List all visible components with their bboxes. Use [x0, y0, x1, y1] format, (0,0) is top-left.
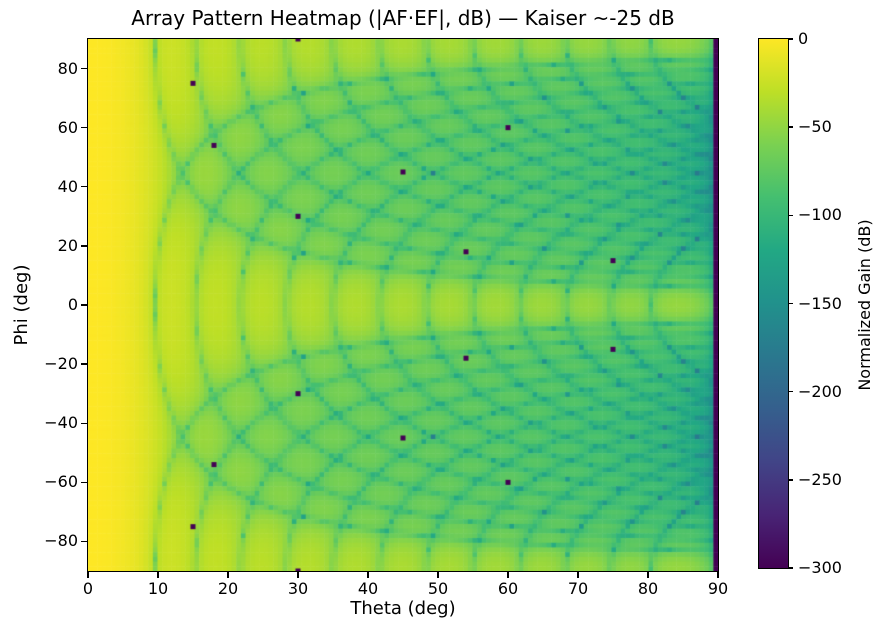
x-tick-mark [157, 572, 159, 578]
plot-area [87, 38, 719, 572]
colorbar-tick-mark [788, 567, 793, 569]
colorbar-tick-mark [788, 302, 793, 305]
y-axis-label: Phi (deg) [11, 264, 32, 346]
x-tick-label: 50 [427, 579, 449, 598]
x-tick-mark [297, 572, 299, 578]
x-tick-mark [367, 572, 369, 578]
y-tick-mark [81, 422, 87, 424]
x-tick-mark [507, 572, 509, 578]
y-tick-mark [81, 540, 87, 543]
colorbar-tick-mark [788, 390, 793, 393]
colorbar [758, 38, 789, 569]
x-axis-label: Theta (deg) [350, 598, 456, 619]
x-tick-label: 80 [637, 579, 659, 598]
colorbar-tick-label: −200 [798, 381, 842, 401]
x-tick-label: 90 [707, 579, 729, 598]
x-tick-mark [717, 572, 719, 578]
x-tick-label: 0 [82, 579, 94, 598]
y-tick-label: 20 [57, 235, 78, 255]
colorbar-tick-label: −250 [798, 469, 842, 489]
y-tick-label: 60 [57, 117, 78, 137]
y-tick-mark [81, 304, 87, 306]
x-tick-label: 10 [147, 579, 169, 598]
x-tick-label: 20 [217, 579, 239, 598]
y-tick-label: −20 [44, 354, 78, 374]
colorbar-tick-label: −150 [798, 293, 842, 313]
x-tick-label: 60 [497, 579, 519, 598]
x-tick-label: 30 [287, 579, 309, 598]
y-tick-mark [81, 245, 87, 247]
colorbar-tick-label: 0 [798, 29, 809, 48]
x-tick-mark [647, 572, 649, 578]
x-tick-mark [577, 572, 579, 578]
y-tick-mark [81, 481, 87, 484]
y-tick-label: −40 [44, 413, 78, 433]
y-tick-mark [81, 126, 87, 129]
y-tick-mark [81, 363, 87, 365]
colorbar-tick-mark [788, 214, 793, 217]
x-tick-label: 40 [357, 579, 379, 598]
colorbar-tick-label: −300 [798, 558, 842, 577]
y-tick-label: 80 [57, 58, 78, 78]
colorbar-tick-mark [788, 479, 793, 481]
x-tick-mark [227, 572, 229, 578]
colorbar-tick-mark [788, 38, 793, 40]
y-tick-label: −60 [44, 472, 78, 492]
y-tick-label: 40 [57, 176, 78, 196]
heatmap-canvas [88, 39, 718, 571]
chart-title: Array Pattern Heatmap (|AF·EF|, dB) — Ka… [131, 6, 675, 30]
y-tick-label: −80 [44, 531, 78, 551]
y-tick-label: 0 [67, 295, 78, 314]
colorbar-label: Normalized Gain (dB) [855, 219, 874, 391]
colorbar-tick-mark [788, 126, 793, 128]
colorbar-tick-label: −100 [798, 205, 842, 225]
x-tick-label: 70 [567, 579, 589, 598]
colorbar-tick-label: −50 [798, 117, 832, 137]
x-tick-mark [87, 572, 89, 578]
y-tick-mark [81, 186, 87, 188]
y-tick-mark [81, 67, 87, 70]
x-tick-mark [437, 572, 439, 578]
